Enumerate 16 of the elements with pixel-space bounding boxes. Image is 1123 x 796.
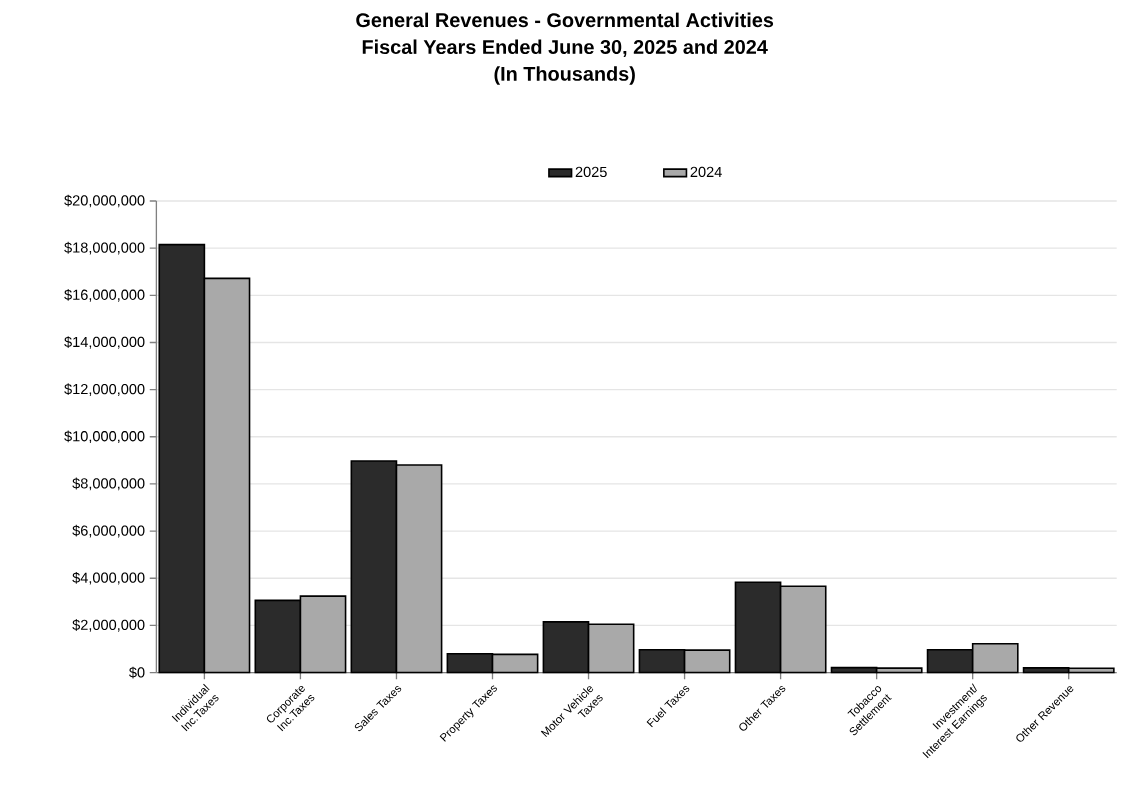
y-tick-label: $0 xyxy=(129,666,145,679)
y-tick-label: $16,000,000 xyxy=(64,289,145,302)
chart-subtitle: Fiscal Years Ended June 30, 2025 and 2024 xyxy=(362,39,768,58)
legend-label: 2025 xyxy=(575,166,607,178)
legend-label: 2024 xyxy=(690,166,722,178)
y-tick-label: $14,000,000 xyxy=(64,336,145,349)
text: (In Thousands) xyxy=(494,66,635,85)
y-tick-label: $2,000,000 xyxy=(72,619,145,632)
y-tick-label: $4,000,000 xyxy=(72,572,145,585)
y-tick-label: $18,000,000 xyxy=(64,241,145,255)
y-tick-label: $10,000,000 xyxy=(64,430,145,444)
y-tick-label: $6,000,000 xyxy=(72,524,145,538)
chart-title: General Revenues - Governmental Activities xyxy=(356,12,774,28)
y-tick-label: $12,000,000 xyxy=(64,383,145,397)
y-tick-label: $8,000,000 xyxy=(72,477,145,491)
y-tick-label: $20,000,000 xyxy=(64,194,145,208)
